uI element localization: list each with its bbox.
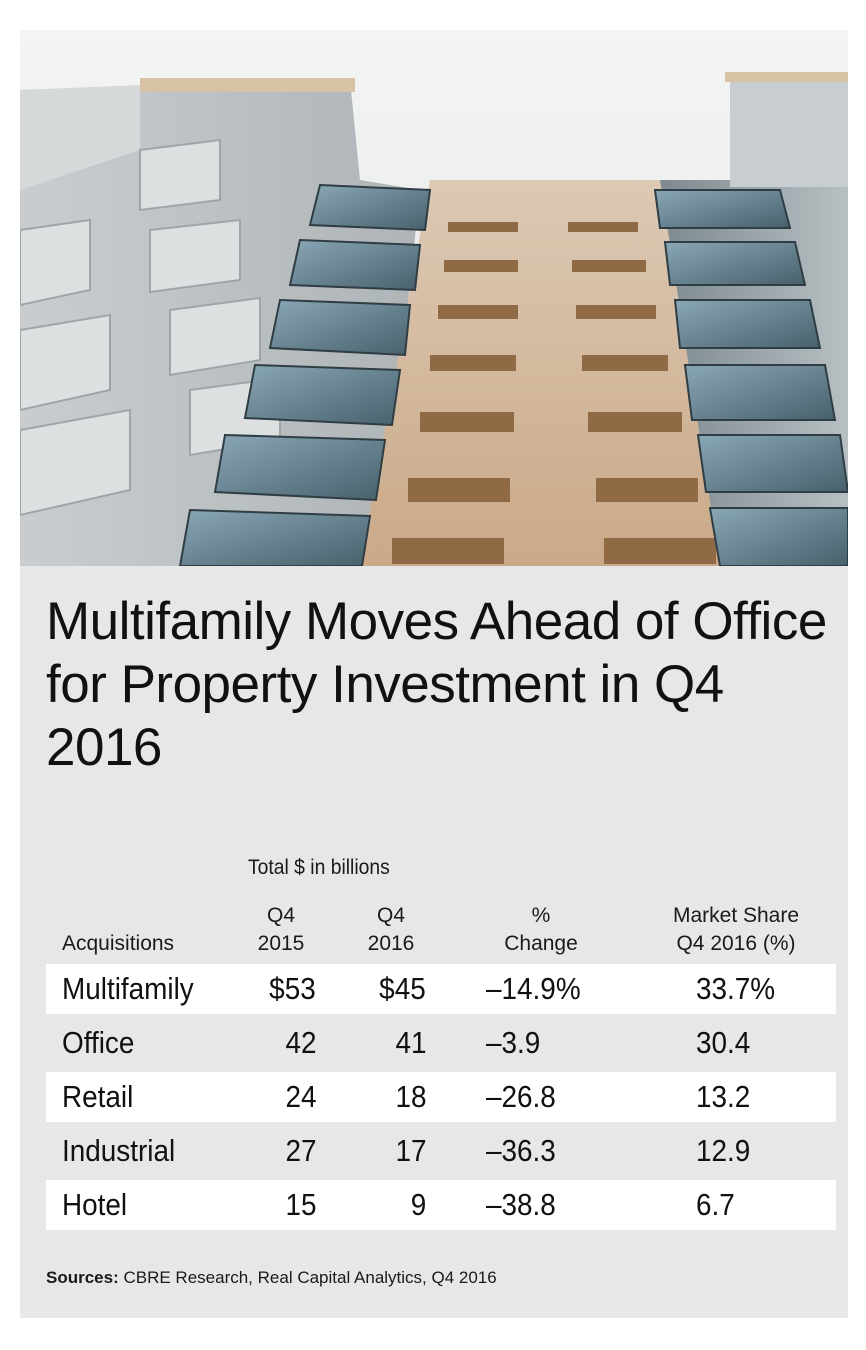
row-change: –38.8 — [446, 1180, 636, 1230]
row-q4-2015: $53 — [226, 964, 336, 1014]
building-photo — [20, 30, 848, 566]
acquisitions-table: Acquisitions Q4 2015 Q4 2016 % Change Marke… — [46, 898, 836, 1234]
table-row: Retail 24 18 –26.8 13.2 — [46, 1072, 836, 1122]
table-row: Hotel 15 9 –38.8 6.7 — [46, 1180, 836, 1230]
column-header-acquisitions: Acquisitions — [62, 932, 175, 955]
row-q4-2015: 42 — [284, 1025, 316, 1060]
column-header-q4-2016: Q4 2016 — [367, 904, 415, 955]
column-header-market-share: Market Share Q4 2016 (%) — [672, 904, 800, 955]
row-change: –26.8 — [446, 1072, 636, 1122]
source-text: CBRE Research, Real Capital Analytics, Q… — [118, 1268, 497, 1287]
group-header: Total $ in billions — [248, 856, 390, 879]
row-market-share: 33.7% — [636, 964, 836, 1014]
row-change: –14.9% — [446, 964, 636, 1014]
row-category: Retail — [46, 1072, 226, 1122]
row-category: Multifamily — [46, 964, 226, 1014]
infographic-card: Multifamily Moves Ahead of Office for Pr… — [20, 30, 848, 1318]
column-header-change: % Change — [504, 904, 578, 955]
source-note: Sources: CBRE Research, Real Capital Ana… — [46, 1268, 497, 1288]
row-category: Hotel — [46, 1180, 226, 1230]
row-market-share: 30.4 — [696, 1025, 751, 1060]
table-row: Multifamily $53 $45 –14.9% 33.7% — [46, 964, 836, 1014]
table-row: Industrial 27 17 –36.3 12.9 — [46, 1126, 836, 1176]
row-category: Industrial — [62, 1133, 176, 1168]
row-q4-2016: 41 — [394, 1025, 426, 1060]
source-label: Sources: — [46, 1268, 119, 1287]
table-header-row: Acquisitions Q4 2015 Q4 2016 % Change Marke… — [46, 902, 836, 960]
row-market-share: 12.9 — [696, 1133, 751, 1168]
row-q4-2016: 9 — [336, 1180, 446, 1230]
row-change: –3.9 — [486, 1025, 541, 1060]
row-q4-2015: 27 — [284, 1133, 316, 1168]
row-market-share: 13.2 — [636, 1072, 836, 1122]
page-title: Multifamily Moves Ahead of Office for Pr… — [46, 592, 827, 777]
row-q4-2015: 15 — [226, 1180, 336, 1230]
row-change: –36.3 — [486, 1133, 556, 1168]
column-header-q4-2015: Q4 2015 — [257, 904, 305, 955]
row-q4-2016: $45 — [336, 964, 446, 1014]
row-q4-2016: 17 — [394, 1133, 426, 1168]
row-q4-2015: 24 — [226, 1072, 336, 1122]
table-row: Office 42 41 –3.9 30.4 — [46, 1018, 836, 1068]
row-market-share: 6.7 — [636, 1180, 836, 1230]
row-q4-2016: 18 — [336, 1072, 446, 1122]
row-category: Office — [62, 1025, 135, 1060]
